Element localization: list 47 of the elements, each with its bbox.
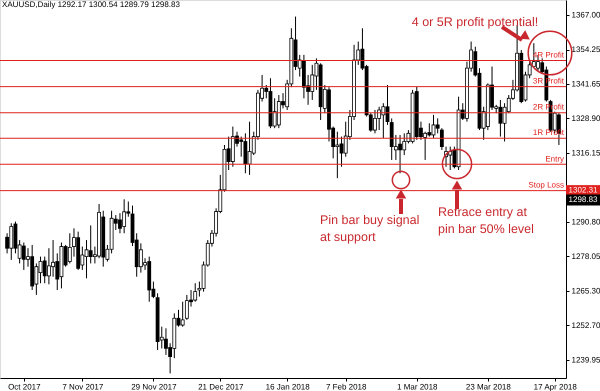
candlestick <box>180 301 185 328</box>
annotation: 1302.31 <box>568 186 598 195</box>
y-tick-label: 1252.70 <box>572 320 600 330</box>
x-tick-label: 29 Nov 2017 <box>131 382 178 391</box>
x-tick-label: 7 Nov 2017 <box>62 382 104 391</box>
candlestick <box>335 131 340 179</box>
y-tick-label: 1239.95 <box>572 355 600 364</box>
x-tick-label: 17 Apr 2018 <box>534 382 578 391</box>
candlestick <box>276 94 281 129</box>
ref-line-label: Stop Loss <box>528 180 564 190</box>
candlestick <box>138 242 143 274</box>
chart-title: XAUUSD,Daily 1292.17 1300.54 1289.79 1298.83 <box>2 0 180 9</box>
x-tick-label: 23 Mar 2018 <box>466 382 512 391</box>
y-tick-label: 1265.30 <box>572 286 600 296</box>
x-tick-label: 16 Jan 2018 <box>266 382 310 391</box>
x-tick-label: Oct 2017 <box>8 382 42 391</box>
y-tick-label: 1341.65 <box>572 79 600 88</box>
candlestick <box>373 109 377 134</box>
candlestick <box>42 256 47 284</box>
candlestick <box>122 198 126 234</box>
annotation: Retrace entry at pin bar 50% level <box>438 205 534 236</box>
y-tick-label: 1367.00 <box>572 10 600 20</box>
candlestick <box>68 232 72 264</box>
candlestick <box>436 118 440 134</box>
x-tick-label: 7 Feb 2018 <box>326 382 367 391</box>
y-tick-label: 1290.80 <box>572 217 600 226</box>
candlestick <box>248 121 252 176</box>
candlestick <box>398 134 402 174</box>
y-tick-label: 1328.90 <box>572 114 600 123</box>
annotation: Pin bar buy signal at support <box>320 213 420 244</box>
candlestick <box>498 99 502 138</box>
y-tick-label: 1316.15 <box>572 148 600 158</box>
candlestick <box>88 224 93 264</box>
candlestick <box>9 222 14 260</box>
candlestick <box>402 132 406 156</box>
candlestick <box>22 242 26 270</box>
y-tick-label: 1278.05 <box>572 252 600 261</box>
candlestick <box>193 282 198 302</box>
y-tick-label: 1354.25 <box>572 45 600 54</box>
candlestick <box>184 294 189 320</box>
x-tick-label: 1 Mar 2018 <box>397 382 438 391</box>
x-tick-label: 21 Dec 2017 <box>198 382 244 391</box>
candlestick <box>427 122 432 138</box>
annotation: 4 or 5R profit potential! <box>412 15 538 29</box>
ref-line-label: Entry <box>545 154 564 164</box>
annotation: 1298.83 <box>568 195 598 204</box>
candlestick <box>432 114 436 139</box>
